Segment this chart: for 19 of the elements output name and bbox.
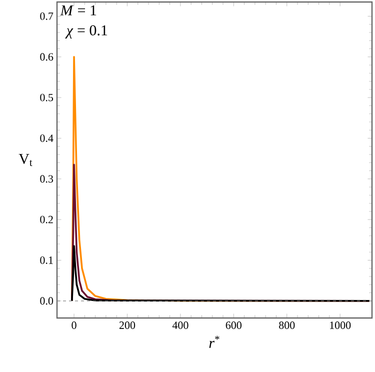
x-tick-label: 400 bbox=[172, 322, 188, 329]
x-tick-label: 0 bbox=[72, 322, 76, 329]
y-tick-label: 0.1 bbox=[40, 256, 53, 264]
annotation: M = 1 bbox=[60, 5, 96, 16]
y-tick-label: 0.5 bbox=[40, 94, 54, 102]
y-axis-title: V$_{t}$ bbox=[18, 154, 32, 166]
annotation: χ = 0.1 bbox=[65, 25, 108, 38]
y-tick-label: 0.7 bbox=[40, 12, 54, 20]
y-tick-label: 0.4 bbox=[40, 134, 54, 142]
y-tick-label: 0.0 bbox=[40, 297, 54, 305]
x-tick-label: 200 bbox=[119, 322, 136, 329]
y-tick-label: 0.6 bbox=[40, 53, 54, 61]
x-axis-title: r$^{*}$ bbox=[209, 336, 220, 348]
y-tick-label: 0.3 bbox=[40, 175, 54, 183]
y-tick-label: 0.2 bbox=[40, 216, 53, 224]
x-tick-label: 1000 bbox=[330, 322, 351, 329]
x-tick-label: 800 bbox=[279, 322, 295, 329]
line-series bbox=[71, 245, 370, 302]
x-tick-label: 600 bbox=[226, 322, 242, 329]
